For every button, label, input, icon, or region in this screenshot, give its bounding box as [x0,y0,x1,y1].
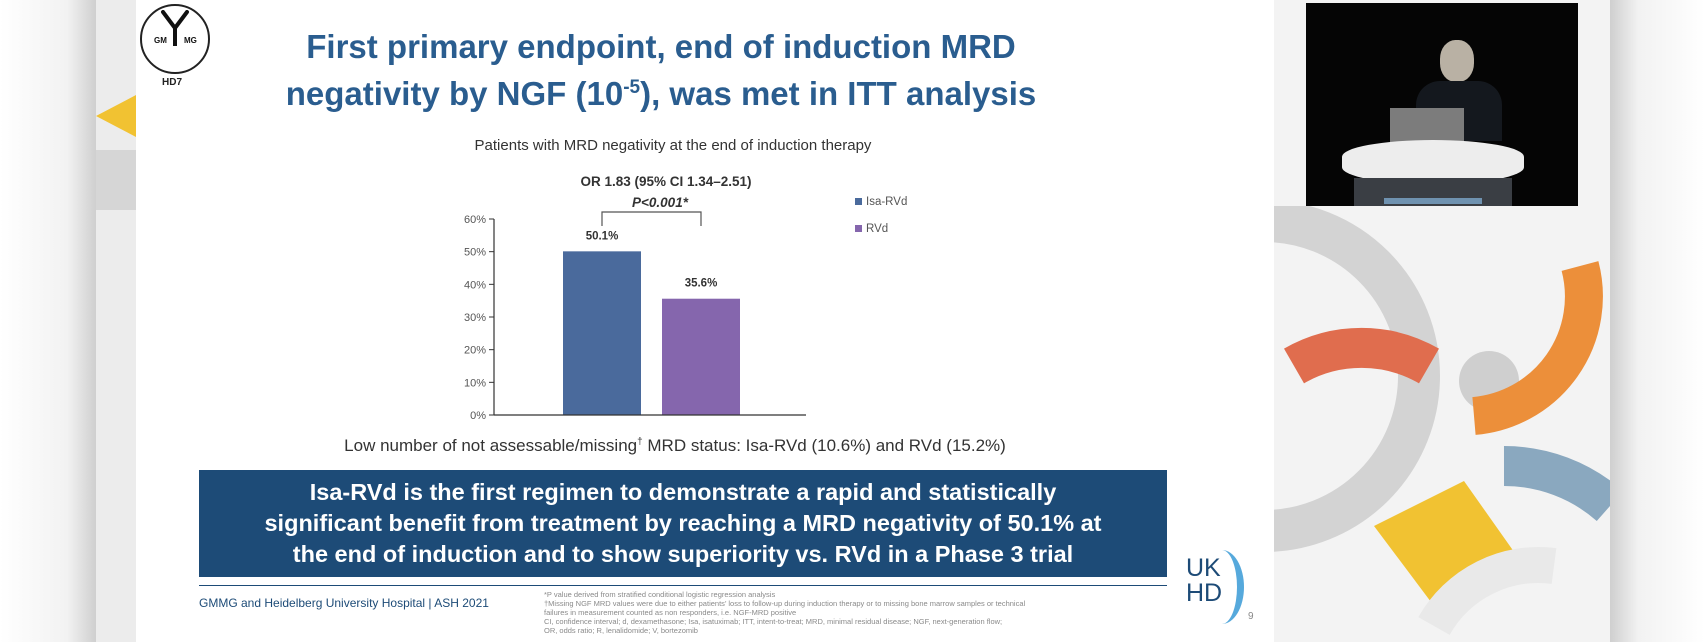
footnotes: *P value derived from stratified conditi… [544,590,1144,635]
podium [1342,140,1524,184]
yellow-shape [96,95,136,137]
page-number: 9 [1248,611,1254,622]
logo-caption: HD7 [162,77,183,88]
y-tick-label: 50% [464,247,486,259]
missing-status-note: Low number of not assessable/missing† MR… [344,436,1006,455]
outer-right-margin [1610,0,1705,642]
logo-left-letters: GM [154,36,167,45]
footer-divider [199,585,1167,586]
slide-title: First primary endpoint, end of induction… [266,26,1056,114]
banner-line-3: the end of induction and to show superio… [292,541,1074,567]
mrd-bar-chart: Patients with MRD negativity at the end … [464,137,907,422]
y-tick-label: 60% [464,214,486,226]
data-labels: 50.1% 35.6% [586,230,718,289]
y-tick-label: 0% [470,410,486,422]
speaker-head [1440,40,1474,82]
banner-line-2: significant benefit from treatment by re… [264,510,1102,536]
bar-isa-rvd [563,251,641,415]
legend-label: Isa-RVd [866,196,907,208]
grey-shape [96,150,136,210]
bar-rvd [662,298,740,415]
conclusion-banner: Isa-RVd is the first regimen to demonstr… [199,470,1167,577]
title-line-1: First primary endpoint, end of induction… [306,28,1016,65]
outer-left-margin [0,0,96,642]
y-tick-label: 30% [464,312,486,324]
legend-label: RVd [866,223,888,235]
left-decoration [96,0,136,642]
laptop [1390,108,1464,142]
data-label: 35.6% [685,278,718,290]
significance-bracket [601,211,702,226]
logo-right-letters: MG [184,36,197,45]
gmmg-logo: GM MG [140,4,210,74]
footnote-1: *P value derived from stratified conditi… [544,590,776,599]
y-tick-label: 10% [464,377,486,389]
data-label: 50.1% [586,230,619,242]
footnote-4: CI, confidence interval; d, dexamethason… [544,617,1003,626]
odds-ratio-annotation: OR 1.83 (95% CI 1.34–2.51) [580,174,751,189]
footnote-3: failures in measurement counted as non r… [544,608,797,617]
y-axis-ticks: 0% 10% 20% 30% 40% 50% 60% [464,214,494,422]
legend-swatch [855,225,862,232]
y-tick-label: 20% [464,345,486,357]
ukhd-logo: UK HD [1186,554,1223,607]
presentation-frame: GM MG HD7 First primary endpoint, end of… [96,0,1610,642]
slide: GM MG HD7 First primary endpoint, end of… [136,0,1274,642]
ukhd-logo-arc [1200,550,1244,624]
banner-line-1: Isa-RVd is the first regimen to demonstr… [309,479,1057,505]
footer-affiliation: GMMG and Heidelberg University Hospital … [199,596,489,610]
speaker-video[interactable] [1306,3,1578,206]
title-exponent: -5 [623,77,641,98]
right-decoration [1274,206,1610,642]
chart-title: Patients with MRD negativity at the end … [475,137,872,154]
title-line-2: negativity by NGF (10-5), was met in ITT… [285,75,1037,112]
bars [563,251,740,415]
footnote-2: †Missing NGF MRD values were due to eith… [544,599,1026,608]
antibody-icon [161,10,189,46]
footnote-5: OR, odds ratio; R, lenalidomide; V, bort… [544,626,698,635]
podium-strip [1384,198,1482,204]
legend-swatch [855,198,862,205]
p-value-annotation: P<0.001* [632,195,689,210]
y-tick-label: 40% [464,279,486,291]
legend: Isa-RVd RVd [855,196,907,235]
